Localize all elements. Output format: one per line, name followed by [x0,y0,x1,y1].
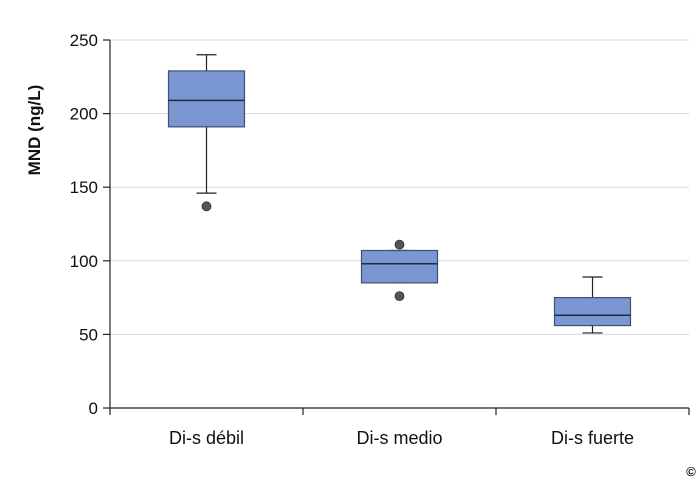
y-tick-label: 150 [70,178,98,197]
box-iqr [553,297,632,327]
box-group [360,239,439,302]
x-category-label: Di-s fuerte [551,428,634,448]
box-iqr [360,249,439,284]
outlier-point [394,291,405,302]
box-group [553,276,632,334]
y-axis-title: MND (ng/L) [25,85,44,176]
y-tick-label: 50 [79,325,98,344]
x-category-label: Di-s débil [169,428,244,448]
y-tick-label: 250 [70,31,98,50]
y-axis-ticks: 0 50 100 150 200 250 [70,31,110,418]
x-axis-ticks: Di-s débil Di-s medio Di-s fuerte [109,408,690,448]
y-tick-label: 200 [70,105,98,124]
box-group [167,54,246,212]
box-iqr [167,70,246,128]
y-tick-label: 0 [89,399,98,418]
y-tick-label: 100 [70,252,98,271]
x-category-label: Di-s medio [356,428,442,448]
box-series [167,54,632,334]
outlier-point [394,239,405,250]
axes [109,40,689,409]
outlier-point [201,201,212,212]
corner-mark: © [686,464,696,479]
